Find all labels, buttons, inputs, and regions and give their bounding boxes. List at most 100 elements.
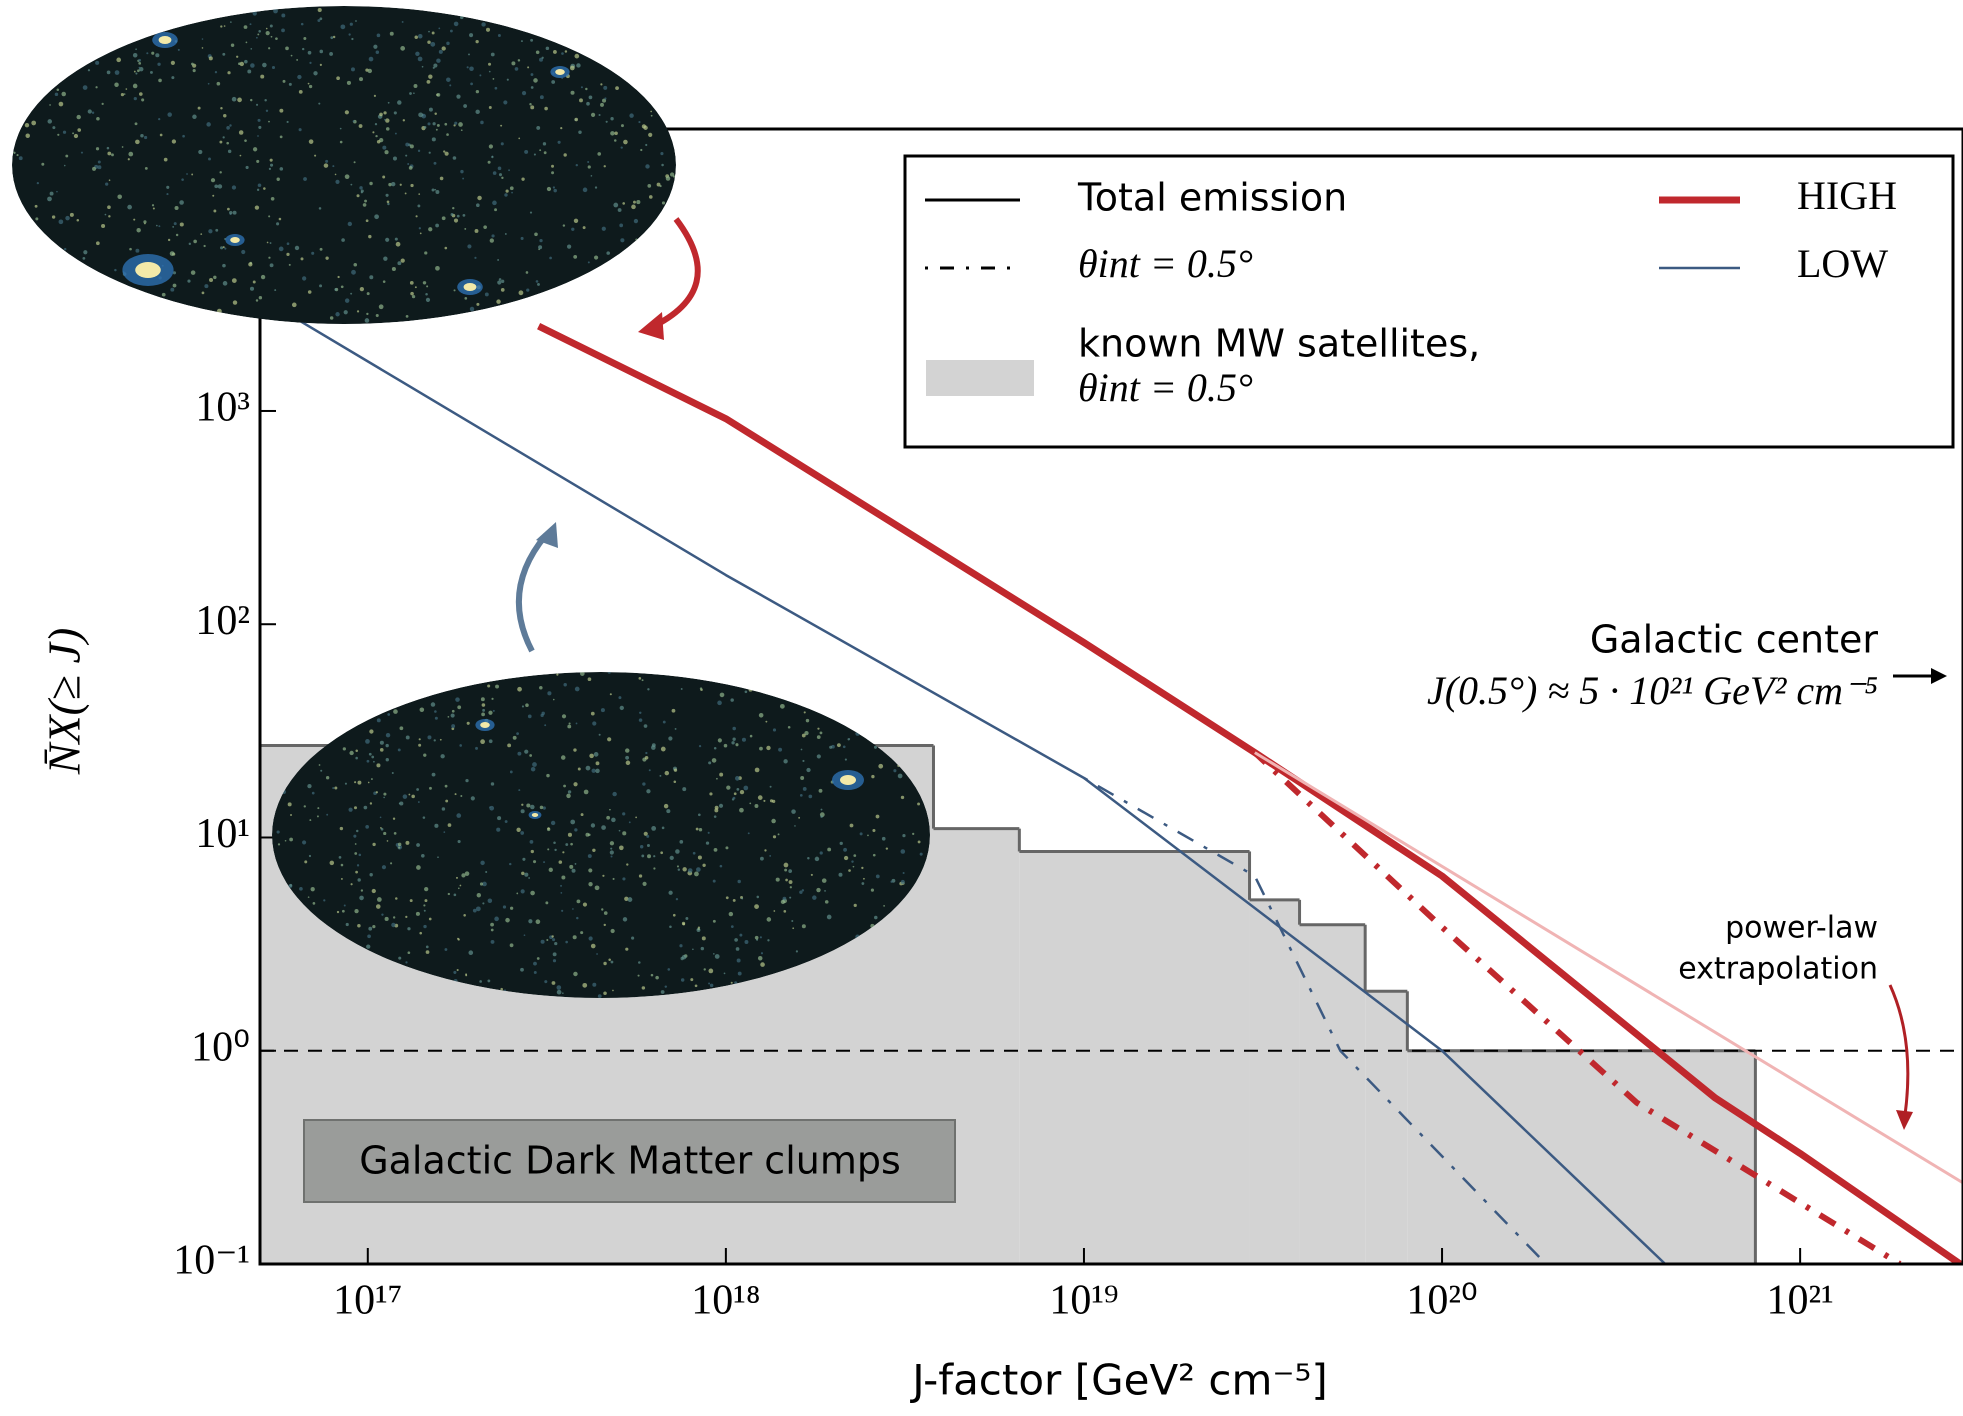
sky-dot (16, 154, 18, 156)
sky-dot (257, 189, 259, 191)
sky-dot (359, 854, 362, 857)
sky-dot (318, 8, 322, 12)
sky-dot (74, 134, 78, 138)
sky-dot (257, 135, 259, 137)
sky-dot (912, 833, 914, 835)
sky-dot (638, 121, 640, 123)
sky-dot (369, 729, 373, 733)
sky-dot (108, 215, 110, 217)
sky-dot (351, 270, 356, 275)
y-axis-label: N̄X(≥ J) (39, 628, 90, 776)
sky-dot (407, 163, 409, 165)
sky-dot (271, 36, 273, 38)
sky-dot (411, 795, 415, 799)
sky-dot (510, 907, 513, 910)
sky-dot (134, 71, 136, 73)
sky-dot (603, 962, 606, 965)
sky-dot (806, 719, 809, 722)
sky-dot (539, 149, 541, 151)
sky-dot (320, 64, 322, 66)
sky-dot (354, 806, 357, 809)
sky-dot (369, 182, 372, 185)
sky-dot (444, 948, 447, 951)
legend-sample (926, 360, 1034, 396)
sky-dot (354, 161, 356, 163)
sky-dot (368, 69, 372, 73)
sky-dot (244, 60, 248, 64)
sky-dot (92, 167, 96, 171)
sky-dot (427, 735, 431, 739)
sky-dot (376, 791, 378, 793)
sky-dot (872, 829, 875, 832)
sky-dot (426, 946, 429, 949)
sky-dot (551, 935, 553, 937)
satellite-bin (1365, 991, 1407, 1264)
sky-dot (424, 910, 426, 912)
sky-dot (451, 213, 454, 216)
sky-dot (672, 709, 676, 713)
sky-dot (829, 746, 832, 749)
sky-dot (269, 168, 271, 170)
sky-dot (127, 205, 132, 210)
sky-dot (634, 219, 638, 223)
sky-dot (552, 981, 556, 985)
sky-dot (105, 183, 108, 186)
sky-dot (660, 185, 662, 187)
sky-dot (270, 25, 273, 28)
sky-dot (170, 251, 175, 256)
sky-dot (731, 925, 734, 928)
sky-dot (540, 806, 544, 810)
sky-dot (622, 812, 625, 815)
y-tick-label: 10⁰ (191, 1024, 250, 1070)
sky-dot (353, 120, 355, 122)
sky-dot (480, 861, 484, 865)
sky-dot (547, 187, 551, 191)
sky-dot (497, 816, 501, 820)
sky-dot (570, 820, 575, 825)
sky-dot (423, 925, 426, 928)
sky-dot (549, 257, 552, 260)
sky-dot (739, 934, 742, 937)
sky-dot (357, 310, 359, 312)
sky-dot (150, 71, 153, 74)
sky-dot (458, 938, 460, 940)
sky-dot (232, 278, 237, 283)
sky-dot (506, 189, 509, 192)
sky-dot (739, 808, 744, 813)
sky-dot (287, 121, 289, 123)
sky-dot (212, 195, 214, 197)
x-tick-label: 10²¹ (1767, 1278, 1834, 1324)
sky-dot (587, 161, 589, 163)
sky-dot (791, 920, 793, 922)
sky-dot (277, 830, 280, 833)
sky-dot (369, 57, 374, 62)
sky-dot (507, 743, 511, 747)
sky-dot (437, 856, 439, 858)
sky-dot (410, 899, 413, 902)
sky-dot (603, 991, 607, 995)
sky-dot (136, 228, 140, 232)
sky-dot (486, 28, 490, 32)
sky-dot (208, 158, 211, 161)
sky-dot (521, 40, 523, 42)
sky-dot (714, 848, 718, 852)
sky-dot (238, 62, 241, 65)
sky-dot (455, 793, 457, 795)
sky-dot (534, 153, 536, 155)
sky-dot (811, 874, 813, 876)
sky-dot (467, 244, 471, 248)
sky-dot (468, 53, 470, 55)
sky-dot (816, 888, 820, 892)
sky-dot (592, 769, 596, 773)
sky-dot (489, 144, 493, 148)
sky-dot (901, 849, 906, 854)
arrow-head (1931, 668, 1947, 684)
sky-dot (258, 119, 261, 122)
sky-dot (808, 795, 812, 799)
sky-dot (319, 17, 322, 20)
sky-dot (574, 219, 578, 223)
sky-dot (715, 954, 720, 959)
sky-dot (760, 962, 765, 967)
sky-dot (759, 747, 763, 751)
sky-blob (840, 775, 856, 785)
